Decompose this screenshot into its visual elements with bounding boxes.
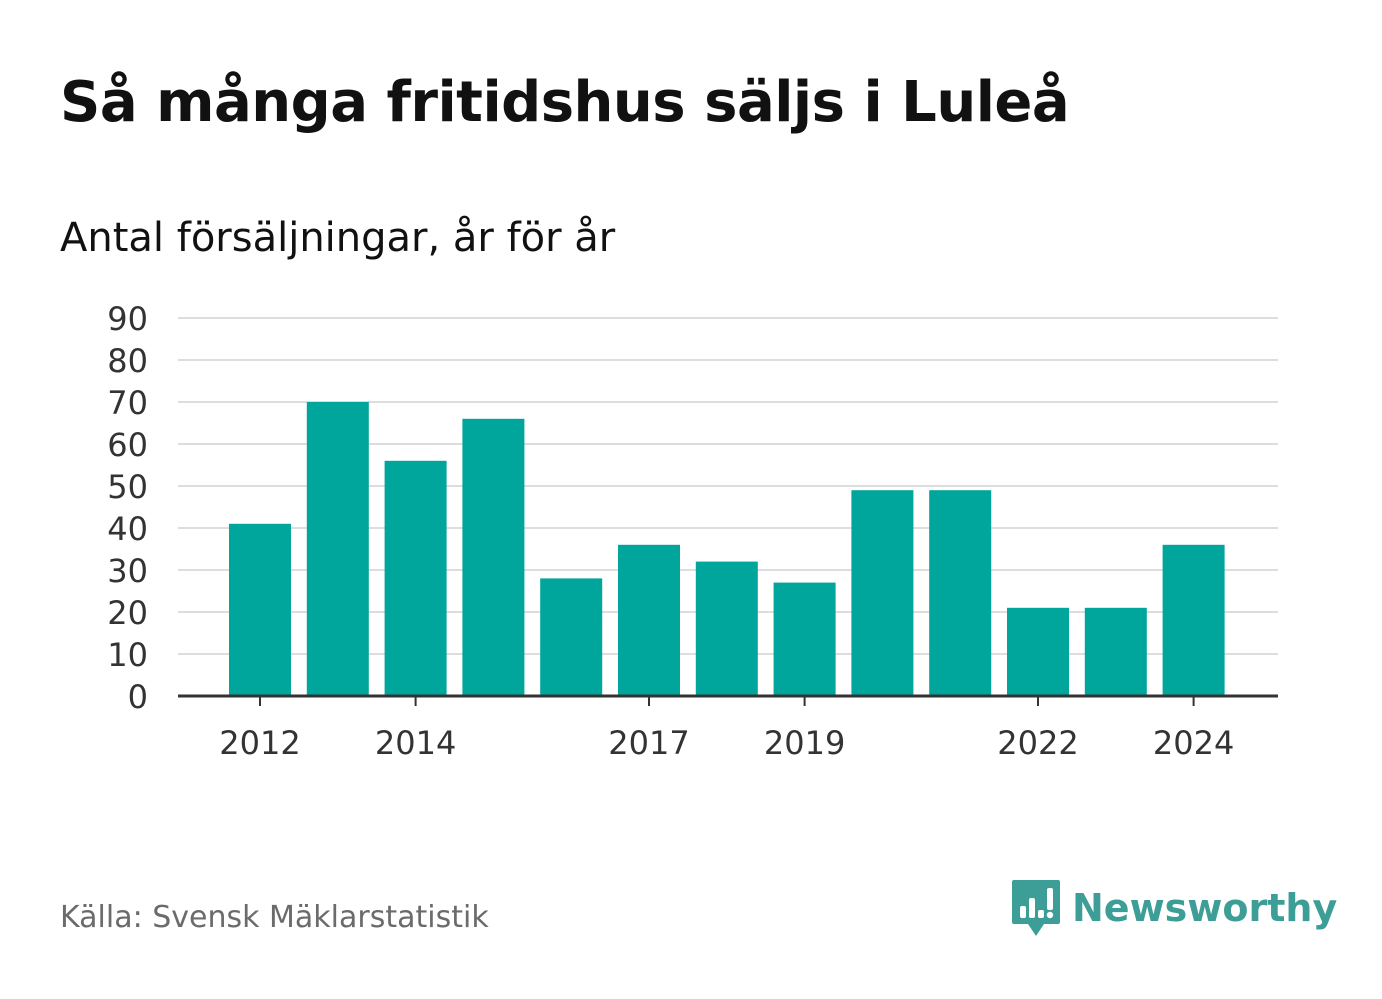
x-tick-label: 2024 [1153, 724, 1234, 762]
bar-2024 [1162, 544, 1225, 696]
y-tick-label: 40 [107, 510, 148, 548]
axes [178, 694, 1278, 706]
newsworthy-logo: Newsworthy [1010, 878, 1337, 938]
bar-2022 [1007, 607, 1069, 696]
x-tick-label: 2012 [219, 724, 300, 762]
chart-subtitle: Antal försäljningar, år för år [60, 215, 616, 261]
x-tick-label: 2017 [608, 724, 689, 762]
bar-2023 [1084, 607, 1147, 696]
y-tick-label: 30 [107, 552, 148, 590]
y-tick-label: 60 [107, 426, 148, 464]
x-tick-label: 2019 [764, 724, 845, 762]
y-tick-label: 90 [107, 300, 148, 338]
y-tick-label: 10 [107, 636, 148, 674]
bar-chart-speech-bubble-icon [1012, 880, 1060, 936]
x-tick-label: 2014 [375, 724, 456, 762]
bars [229, 402, 1225, 696]
bar-2012 [229, 523, 291, 696]
chart-title: Så många fritidshus säljs i Luleå [60, 70, 1070, 135]
bar-2014 [384, 460, 447, 696]
source-note: Källa: Svensk Mäklarstatistik [60, 900, 489, 935]
bar-2017 [618, 544, 680, 696]
y-tick-label: 50 [107, 468, 148, 506]
bar-2019 [773, 582, 836, 696]
bar-2021 [929, 490, 992, 696]
y-tick-label: 80 [107, 342, 148, 380]
y-tick-label: 0 [128, 678, 148, 716]
y-tick-label: 70 [107, 384, 148, 422]
bar-2018 [695, 561, 758, 696]
x-tick-label: 2022 [997, 724, 1078, 762]
bar-2020 [851, 490, 914, 696]
bar-2013 [306, 402, 369, 696]
tick-labels: 0 10 20 30 40 50 60 70 80 90 2012 2014 2017 2019 2022 2… [107, 300, 1234, 762]
y-tick-label: 20 [107, 594, 148, 632]
bar-2015 [462, 418, 525, 696]
bar-2016 [540, 578, 603, 696]
brand-name: Newsworthy [1072, 886, 1338, 930]
